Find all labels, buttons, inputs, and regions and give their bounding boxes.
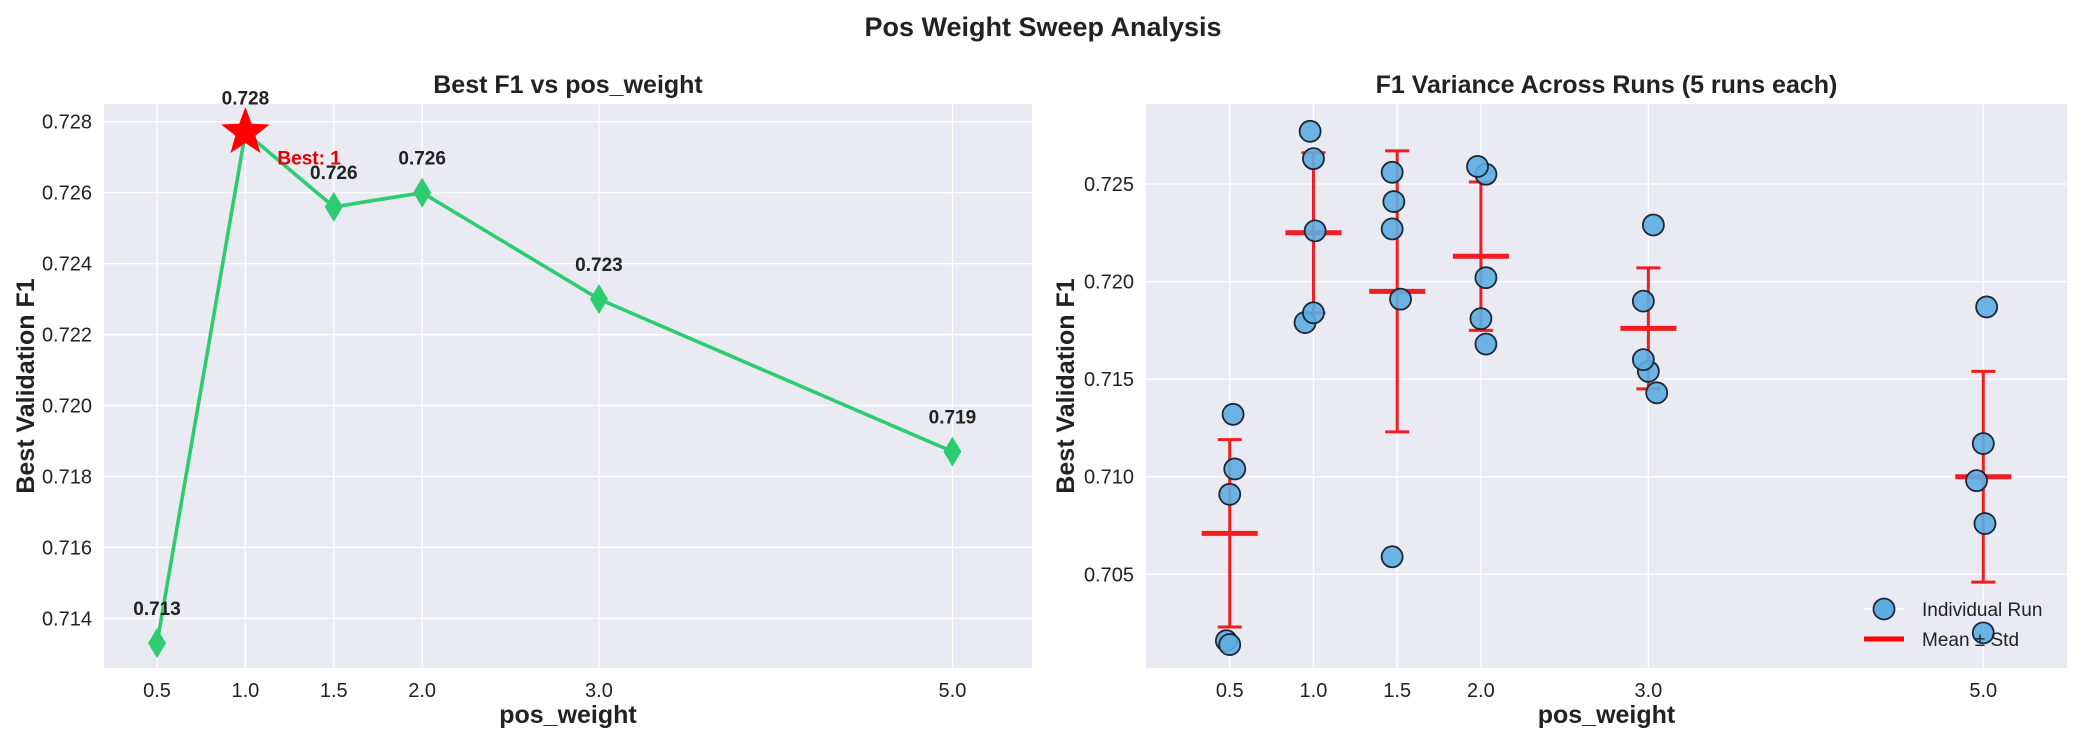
data-point-diamond [943,436,962,467]
left-y-tick-label: 0.728 [42,112,92,134]
left-x-tick-label: 1.0 [232,680,260,702]
data-point-diamond [413,177,432,208]
run-point [1466,155,1489,178]
run-point [1382,190,1406,213]
left-y-tick-label: 0.724 [42,254,92,276]
data-point-diamond [148,628,167,659]
left-x-tick-label: 3.0 [585,680,613,702]
left-plot-area [104,104,1032,668]
series-line [155,130,954,644]
run-point [1298,119,1322,143]
right-x-tick-label: 5.0 [1969,680,1997,702]
legend-mean-std-label: Mean ± Std [1922,630,2019,651]
left-y-tick-label: 0.718 [42,466,92,488]
left-y-ticks: 0.714 0.716 0.718 0.720 0.722 0.724 0.726 0.728 [42,112,92,631]
right-chart: 0.705 0.710 0.715 0.720 0.725 0.5 1.0 1.5 2.0 3.… [1052,71,2067,729]
data-label: 0.719 [929,408,977,429]
data-label: 0.713 [133,599,181,620]
left-y-tick-label: 0.720 [42,396,92,418]
data-label: 0.726 [310,163,358,184]
left-x-axis-label: pos_weight [499,701,637,729]
right-y-tick-label: 0.710 [1084,467,1134,489]
right-x-ticks: 0.5 1.0 1.5 2.0 3.0 5.0 [1216,680,1997,702]
data-point-diamond [324,191,343,222]
right-x-tick-label: 3.0 [1634,680,1662,702]
run-point [1975,295,1999,319]
best-star-marker [221,106,270,153]
run-point [1302,301,1325,325]
left-y-tick-label: 0.716 [42,537,92,559]
left-chart-title: Best F1 vs pos_weight [433,71,703,99]
run-point [1965,469,1988,493]
left-y-tick-label: 0.714 [42,608,92,630]
left-y-tick-label: 0.722 [42,325,92,347]
run-point [1973,512,1997,535]
right-y-tick-label: 0.705 [1084,564,1134,586]
run-point [1631,348,1655,372]
figure-title: Pos Weight Sweep Analysis [864,12,1221,42]
run-point [1221,402,1245,426]
right-y-axis-label: Best Validation F1 [1052,278,1080,493]
run-point [1223,457,1247,481]
legend-individual-run-label: Individual Run [1922,600,2042,621]
right-x-tick-label: 0.5 [1216,680,1244,702]
left-x-tick-label: 5.0 [939,680,967,702]
run-point [1380,545,1404,569]
data-point-diamond [589,284,608,315]
run-point [1971,621,1995,645]
right-x-axis-label: pos_weight [1538,701,1676,729]
right-marks [1201,119,2012,656]
run-point [1389,287,1412,311]
run-point [1645,381,1669,405]
run-point [1474,266,1498,290]
right-y-tick-label: 0.725 [1084,174,1134,196]
right-chart-title: F1 Variance Across Runs (5 runs each) [1376,71,1838,99]
left-marks: 0.713 0.728 0.726 0.726 0.723 0.719 Best: 1 [133,88,977,659]
run-point [1218,482,1242,506]
left-y-tick-label: 0.726 [42,183,92,205]
right-x-tick-label: 1.5 [1383,680,1411,702]
best-annotation: Best: 1 [277,148,341,169]
run-point [1971,432,1995,455]
left-y-axis-label: Best Validation F1 [12,278,40,493]
data-label: 0.723 [575,255,623,276]
legend-individual-run-marker [1872,597,1896,621]
left-chart: 0.714 0.716 0.718 0.720 0.722 0.724 0.726 0.728… [12,71,1032,729]
left-x-tick-label: 2.0 [408,680,436,702]
run-point [1641,213,1665,237]
run-point [1303,219,1327,243]
left-x-ticks: 0.5 1.0 1.5 2.0 3.0 5.0 [143,680,966,702]
run-point [1631,289,1655,313]
right-y-tick-label: 0.720 [1084,272,1134,294]
run-point [1302,147,1325,171]
run-point [1474,332,1498,356]
right-y-tick-label: 0.715 [1084,369,1134,391]
right-x-tick-label: 1.0 [1300,680,1328,702]
left-x-tick-label: 1.5 [320,680,348,702]
left-x-tick-label: 0.5 [143,680,171,702]
right-y-ticks: 0.705 0.710 0.715 0.720 0.725 [1084,174,1134,586]
data-label: 0.726 [398,149,446,170]
right-plot-area [1146,104,2067,668]
legend: Individual Run Mean ± Std [1864,597,2042,651]
run-point [1469,307,1493,331]
right-x-tick-label: 2.0 [1467,680,1495,702]
data-label: 0.728 [222,88,270,109]
run-point [1380,160,1404,184]
run-point [1380,217,1404,241]
run-point [1218,633,1242,656]
